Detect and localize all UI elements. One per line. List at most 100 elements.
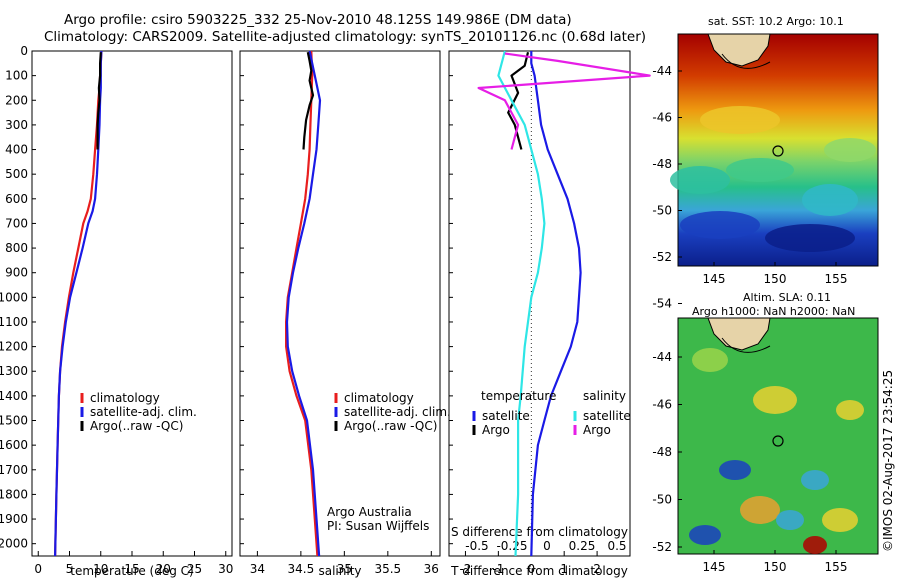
top-tick-label: 0.5 (607, 539, 626, 553)
x-tick-label: 35.5 (374, 562, 401, 576)
y-tick-label: 700 (5, 216, 28, 230)
y-tick-label: 100 (5, 69, 28, 83)
sla-map-title-2: Argo h1000: NaN h2000: NaN (692, 305, 856, 318)
y-tick-label: 2000 (0, 537, 28, 551)
y-tick-label: 1900 (0, 512, 28, 526)
sla-map-float-marker (772, 435, 784, 447)
map-lon-label: 155 (825, 560, 848, 574)
x-tick-label: 10 (93, 562, 108, 576)
copyright-stamp: ©IMOS 02-Aug-2017 23:54:25 (881, 370, 895, 552)
x-tick-label: 20 (156, 562, 171, 576)
sla-patch (692, 348, 728, 372)
map-lat-label: -46 (652, 111, 672, 125)
y-tick-label: 800 (5, 241, 28, 255)
x-tick-label: -1 (492, 562, 504, 576)
legend-label: satellite (583, 409, 631, 423)
series-line-sal-argo-raw-qc- (302, 51, 315, 150)
sla-patch (803, 536, 827, 554)
x-tick-label: 15 (124, 562, 139, 576)
legend-label: satellite-adj. clim. (90, 405, 197, 419)
y-tick-label: 900 (5, 266, 28, 280)
y-tick-label: 400 (5, 143, 28, 157)
x-tick-label: 36 (424, 562, 439, 576)
series-line-diff-salinity-satellite (497, 50, 546, 557)
map-lat-label: -48 (652, 445, 672, 459)
sst-map-coastline (707, 33, 771, 67)
map-lon-label: 145 (703, 560, 726, 574)
sla-patch (776, 510, 804, 530)
series-line-diff-temperature-satellite (530, 51, 582, 557)
sst-patch (726, 158, 794, 182)
legend-label: Argo (482, 423, 510, 437)
map-lat-label: -46 (652, 398, 672, 412)
x-tick-label: 34 (250, 562, 265, 576)
sla-patch (740, 496, 780, 524)
map-lat-label: -50 (652, 493, 672, 507)
map-lat-label: -44 (652, 64, 672, 78)
plot-area-diff (448, 50, 631, 557)
plot-area-temp (31, 50, 233, 557)
x-tick-label: 5 (66, 562, 74, 576)
sla-map-contour (721, 337, 771, 353)
figure-title-line1: Argo profile: csiro 5903225_332 25-Nov-2… (64, 12, 572, 28)
sla-patch (822, 508, 858, 532)
y-tick-label: 1600 (0, 438, 28, 452)
legend-title-temperature: temperature (481, 389, 556, 403)
y-tick-label: 0 (20, 44, 28, 58)
map-lat-label: -54 (652, 297, 672, 311)
y-tick-label: 1200 (0, 340, 28, 354)
y-tick-label: 1700 (0, 463, 28, 477)
map-lat-label: -44 (652, 350, 672, 364)
series-line-temp-argo-raw-qc- (96, 52, 102, 150)
x-tick-label: 25 (187, 562, 202, 576)
sla-map-title-1: Altim. SLA: 0.11 (743, 291, 832, 304)
y-tick-label: 1100 (0, 315, 28, 329)
sla-patch (753, 386, 797, 414)
y-tick-label: 1000 (0, 290, 28, 304)
legend-label: satellite-adj. clim. (344, 405, 451, 419)
x-tick-label: 2 (593, 562, 601, 576)
x-tick-label: 30 (218, 562, 233, 576)
legend-label: Argo(..raw -QC) (90, 419, 183, 433)
annotation-text: PI: Susan Wijffels (327, 519, 429, 533)
sst-map-contour (721, 53, 771, 69)
top-tick-label: 0.25 (569, 539, 596, 553)
x-axis-label-sal: salinity (318, 564, 361, 578)
legend-label: climatology (344, 391, 414, 405)
y-tick-label: 1300 (0, 364, 28, 378)
sst-map-title: sat. SST: 10.2 Argo: 10.1 (708, 15, 844, 28)
sla-patch (801, 470, 829, 490)
sst-patch (670, 166, 730, 194)
series-line-diff-salinity-argo (477, 52, 651, 150)
map-lat-label: -48 (652, 157, 672, 171)
map-lon-label: 155 (825, 272, 848, 286)
sst-map-float-marker (772, 145, 784, 157)
plot-area-sal (239, 50, 441, 557)
x-tick-label: 35 (337, 562, 352, 576)
legend-label: satellite (482, 409, 530, 423)
sla-patch (836, 400, 864, 420)
top-axis-label: S difference from climatology (451, 525, 628, 539)
x-tick-label: 0 (527, 562, 535, 576)
sst-patch (824, 138, 876, 162)
y-tick-label: 200 (5, 93, 28, 107)
y-tick-label: 500 (5, 167, 28, 181)
map-lat-label: -50 (652, 204, 672, 218)
y-tick-label: 1500 (0, 414, 28, 428)
map-lon-label: 150 (764, 272, 787, 286)
sst-patch (680, 211, 760, 239)
series-line-diff-temperature-argo (507, 51, 530, 150)
legend-title-salinity: salinity (583, 389, 626, 403)
map-lat-label: -52 (652, 540, 672, 554)
y-tick-label: 600 (5, 192, 28, 206)
top-tick-label: -0.25 (496, 539, 527, 553)
x-axis-label-diff: T difference from climatology (450, 564, 628, 578)
map-lon-label: 150 (764, 560, 787, 574)
x-tick-label: -2 (459, 562, 471, 576)
x-tick-label: 34.5 (288, 562, 315, 576)
sla-map-coastline (707, 317, 771, 351)
map-lon-label: 145 (703, 272, 726, 286)
legend-label: Argo(..raw -QC) (344, 419, 437, 433)
sst-patch (765, 224, 855, 252)
sla-patch (719, 460, 751, 480)
